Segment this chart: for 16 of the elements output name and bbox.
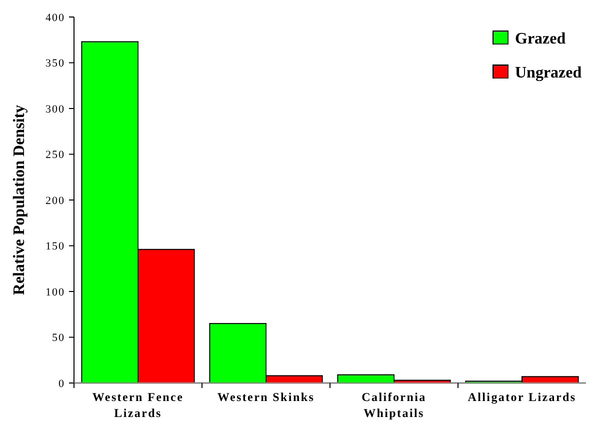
y-tick-label: 400 <box>46 12 65 24</box>
y-tick-label: 50 <box>52 332 65 344</box>
y-axis-title: Relative Population Density <box>11 104 28 296</box>
y-tick-label: 250 <box>46 149 65 162</box>
y-tick-label: 300 <box>46 103 65 116</box>
x-tick-label: Alligator Lizards <box>468 390 576 404</box>
y-tick-label: 350 <box>46 58 65 70</box>
y-tick-label: 200 <box>46 194 65 207</box>
x-tick-label: California Whiptails <box>362 390 426 420</box>
y-tick-label: 100 <box>46 286 65 298</box>
y-tick-label: 0 <box>58 378 65 390</box>
legend-label: Grazed <box>515 30 566 48</box>
legend-label: Ungrazed <box>515 64 582 82</box>
x-tick-label: Western Fence Lizards <box>92 390 184 420</box>
y-tick-label: 150 <box>46 240 65 253</box>
x-tick-label: Western Skinks <box>217 390 315 404</box>
